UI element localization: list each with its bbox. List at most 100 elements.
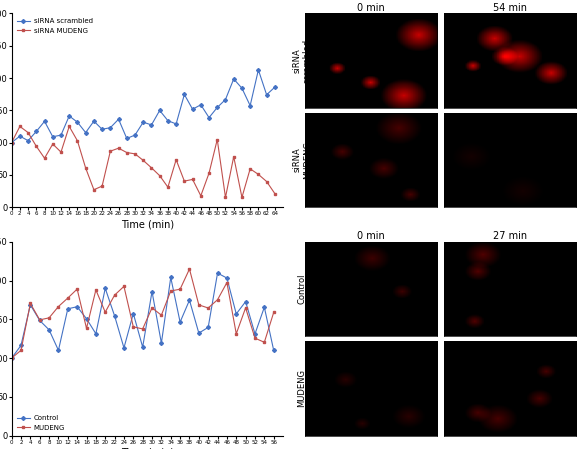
siRNA scrambled: [156, 108, 163, 113]
MUDENG: [120, 284, 127, 289]
siRNA MUDENG: [107, 149, 114, 154]
siRNA scrambled: [148, 122, 155, 128]
MUDENG: [45, 315, 52, 321]
siRNA MUDENG: [82, 165, 89, 171]
MUDENG: [158, 313, 165, 318]
MUDENG: [130, 324, 137, 330]
Control: [130, 311, 137, 316]
Legend: Control, MUDENG: Control, MUDENG: [15, 414, 66, 432]
Title: 27 min: 27 min: [493, 231, 527, 241]
siRNA MUDENG: [16, 124, 23, 129]
MUDENG: [270, 310, 277, 315]
siRNA MUDENG: [115, 145, 122, 151]
siRNA scrambled: [222, 97, 229, 102]
siRNA scrambled: [140, 119, 147, 125]
Title: 0 min: 0 min: [357, 231, 385, 241]
Line: MUDENG: MUDENG: [10, 268, 275, 360]
MUDENG: [17, 348, 24, 353]
Control: [111, 313, 118, 318]
X-axis label: Time (min): Time (min): [121, 219, 174, 229]
MUDENG: [27, 301, 34, 306]
Control: [270, 348, 277, 353]
MUDENG: [196, 302, 203, 308]
MUDENG: [55, 304, 62, 309]
X-axis label: Time (min): Time (min): [121, 448, 174, 449]
siRNA scrambled: [239, 85, 246, 91]
MUDENG: [233, 331, 240, 336]
siRNA scrambled: [82, 130, 89, 135]
Control: [158, 340, 165, 346]
siRNA MUDENG: [66, 124, 73, 129]
Control: [251, 331, 258, 337]
MUDENG: [214, 297, 221, 303]
siRNA MUDENG: [123, 150, 130, 155]
Control: [186, 298, 193, 303]
MUDENG: [261, 339, 268, 345]
Control: [102, 286, 109, 291]
Control: [233, 311, 240, 317]
Control: [223, 275, 230, 281]
MUDENG: [93, 287, 100, 293]
MUDENG: [111, 292, 118, 298]
siRNA scrambled: [230, 76, 237, 82]
Control: [139, 344, 146, 350]
siRNA MUDENG: [98, 183, 105, 189]
siRNA MUDENG: [255, 172, 262, 177]
siRNA MUDENG: [33, 144, 40, 149]
siRNA MUDENG: [239, 195, 246, 200]
siRNA scrambled: [173, 121, 180, 127]
siRNA scrambled: [205, 115, 212, 120]
Control: [176, 319, 183, 325]
siRNA MUDENG: [24, 130, 31, 135]
MUDENG: [83, 326, 90, 331]
Control: [36, 318, 43, 323]
Control: [74, 304, 81, 309]
siRNA MUDENG: [49, 141, 56, 147]
siRNA scrambled: [41, 119, 48, 124]
siRNA scrambled: [123, 136, 130, 141]
siRNA scrambled: [58, 132, 65, 138]
siRNA MUDENG: [156, 173, 163, 178]
siRNA MUDENG: [58, 150, 65, 155]
siRNA MUDENG: [165, 185, 172, 190]
siRNA scrambled: [247, 103, 254, 108]
Control: [205, 325, 212, 330]
MUDENG: [74, 286, 81, 292]
siRNA scrambled: [115, 117, 122, 122]
Control: [93, 331, 100, 336]
MUDENG: [36, 317, 43, 322]
Y-axis label: MUDENG: MUDENG: [297, 370, 307, 407]
MUDENG: [139, 326, 146, 332]
MUDENG: [205, 305, 212, 311]
siRNA MUDENG: [263, 179, 270, 184]
MUDENG: [102, 309, 109, 315]
Title: 0 min: 0 min: [357, 3, 385, 13]
siRNA scrambled: [24, 138, 31, 143]
siRNA MUDENG: [148, 165, 155, 171]
Control: [27, 302, 34, 308]
Control: [196, 330, 203, 336]
MUDENG: [251, 335, 258, 341]
Control: [64, 306, 71, 312]
siRNA MUDENG: [181, 178, 188, 184]
Control: [214, 270, 221, 276]
siRNA scrambled: [33, 129, 40, 134]
siRNA scrambled: [165, 118, 172, 123]
siRNA scrambled: [189, 106, 196, 112]
Title: 54 min: 54 min: [493, 3, 527, 13]
siRNA MUDENG: [271, 191, 278, 196]
siRNA scrambled: [271, 84, 278, 90]
siRNA MUDENG: [214, 137, 221, 142]
Control: [261, 304, 268, 310]
siRNA scrambled: [214, 105, 221, 110]
siRNA MUDENG: [205, 171, 212, 176]
siRNA MUDENG: [230, 154, 237, 159]
siRNA scrambled: [132, 132, 139, 138]
siRNA MUDENG: [197, 193, 204, 198]
MUDENG: [242, 305, 249, 311]
Control: [45, 327, 52, 333]
MUDENG: [8, 356, 15, 361]
siRNA MUDENG: [140, 158, 147, 163]
MUDENG: [176, 286, 183, 292]
MUDENG: [223, 280, 230, 285]
